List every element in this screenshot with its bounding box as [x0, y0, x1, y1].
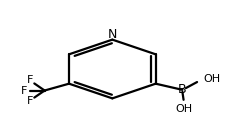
Text: F: F: [27, 96, 33, 106]
Text: OH: OH: [203, 74, 220, 84]
Text: B: B: [178, 83, 187, 96]
Text: N: N: [108, 28, 117, 41]
Text: OH: OH: [175, 104, 192, 114]
Text: F: F: [27, 75, 33, 85]
Text: F: F: [21, 86, 28, 95]
